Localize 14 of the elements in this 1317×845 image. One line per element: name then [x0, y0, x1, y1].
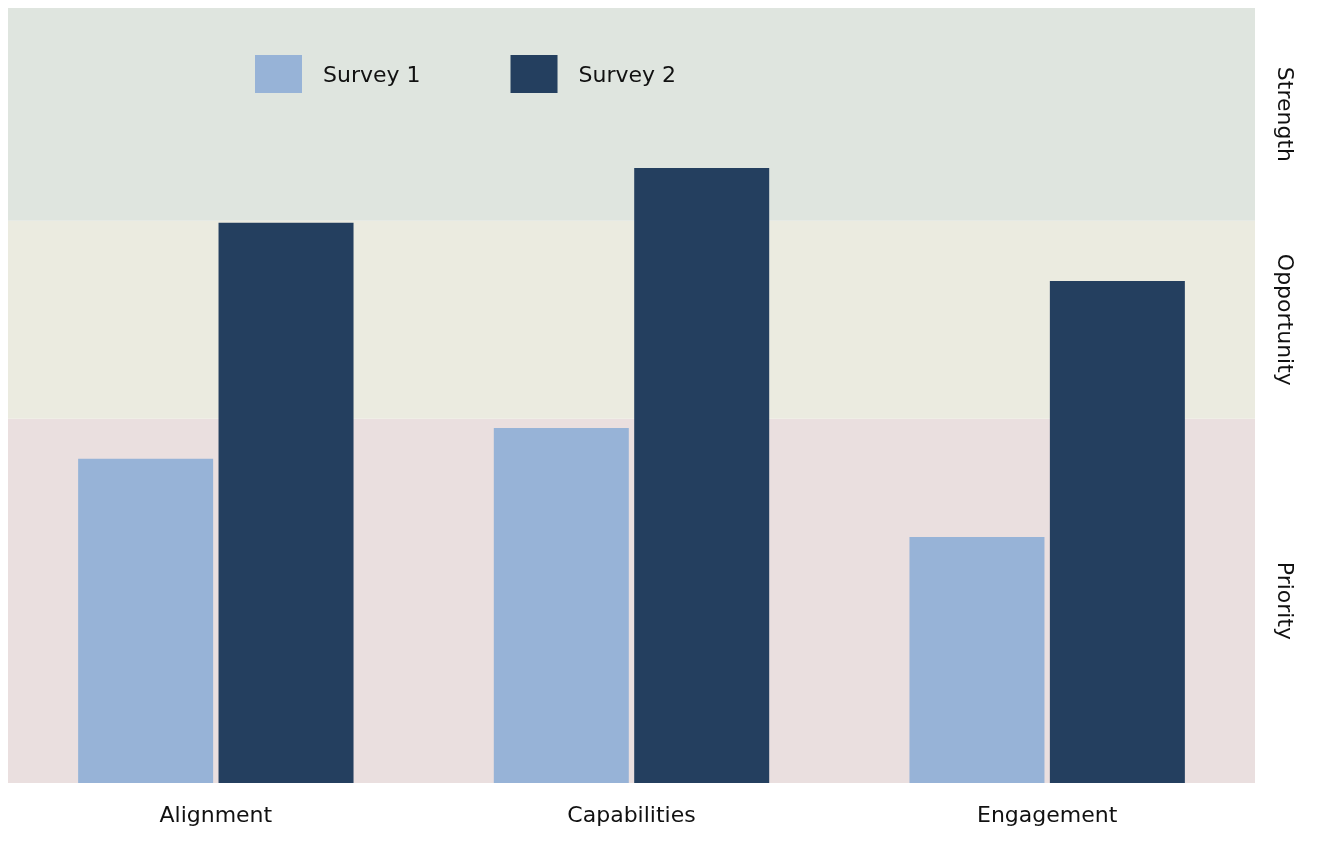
x-tick-label: Alignment: [159, 801, 273, 827]
x-tick-label: Engagement: [977, 801, 1118, 827]
legend-label: Survey 1: [323, 61, 421, 87]
band-label: Priority: [1272, 561, 1298, 641]
bar: [493, 428, 629, 783]
bar: [218, 222, 354, 783]
legend-label: Survey 2: [578, 61, 677, 87]
x-tick-label: Capabilities: [567, 801, 696, 827]
band-label: Opportunity: [1272, 253, 1298, 386]
bar: [1049, 281, 1185, 783]
band-label: Strength: [1272, 66, 1298, 162]
bar: [909, 536, 1045, 783]
bar: [78, 458, 214, 783]
bar: [634, 167, 770, 783]
